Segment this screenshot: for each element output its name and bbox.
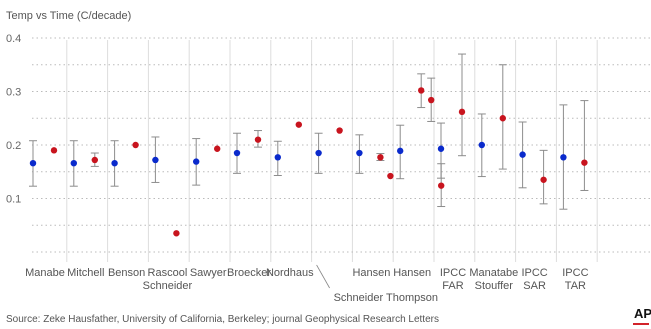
projected-point <box>499 115 506 122</box>
category-label: Stouffer <box>475 280 514 292</box>
projected-point <box>377 154 384 161</box>
observed-point <box>70 159 78 167</box>
observed-point <box>519 151 526 158</box>
projected-point <box>132 141 139 149</box>
projected-point <box>336 127 343 134</box>
y-axis-ticks: 0.4 0.3 0.2 0.1 <box>6 33 21 206</box>
projected-point <box>581 159 588 166</box>
projected-point <box>173 230 180 237</box>
leader-line <box>316 264 330 289</box>
projected-point <box>428 96 435 104</box>
observed-point <box>111 159 118 167</box>
category-label: Hansen <box>393 267 431 279</box>
category-label: FAR <box>442 280 463 292</box>
category-label: IPCC <box>562 267 588 279</box>
observed-point <box>315 149 322 157</box>
category-label: IPCC <box>521 267 547 279</box>
projected-point <box>254 136 262 143</box>
projected-point <box>418 87 425 94</box>
category-label: Benson <box>108 267 145 279</box>
projected-point <box>540 176 547 183</box>
category-label: Manatabe <box>469 267 518 279</box>
projected-point <box>438 182 445 189</box>
observed-point <box>29 159 37 167</box>
y-tick-label: 0.1 <box>6 194 21 206</box>
observed-point <box>193 158 200 165</box>
projected-point <box>458 108 466 116</box>
category-label: Schneider <box>143 280 193 292</box>
projected-point <box>50 147 58 154</box>
observed-point <box>437 145 445 152</box>
category-dividers <box>66 40 598 262</box>
ap-logo: AP <box>634 306 651 321</box>
category-label: SAR <box>523 280 546 292</box>
observed-point <box>356 149 363 157</box>
category-label: Mitchell <box>67 267 104 279</box>
observed-point <box>152 156 159 164</box>
projected-point <box>295 121 302 128</box>
observed-point <box>397 147 404 155</box>
category-label: IPCC <box>440 267 466 279</box>
category-label: Nordhaus <box>266 267 314 279</box>
observed-point <box>478 141 485 149</box>
y-tick-label: 0.3 <box>6 87 21 99</box>
category-labels: Manabe Mitchell Benson RascoolSchneiderSawy… <box>25 264 589 304</box>
category-label: Sawyer <box>190 267 227 279</box>
observed-point <box>560 154 567 161</box>
category-label: Schneider Thompson <box>334 292 438 304</box>
category-label: Manabe <box>25 267 65 279</box>
category-label: Broecker <box>227 267 271 279</box>
projected-point <box>387 172 394 180</box>
data-points <box>29 53 589 237</box>
observed-point <box>233 149 241 157</box>
y-tick-label: 0.4 <box>6 33 21 45</box>
category-label: TAR <box>565 280 586 292</box>
observed-point <box>274 154 281 161</box>
y-tick-label: 0.2 <box>6 140 21 152</box>
source-note: Source: Zeke Hausfather, University of C… <box>6 314 439 325</box>
chart-title: Temp vs Time (C/decade) <box>6 10 131 22</box>
category-label: Hansen <box>352 267 390 279</box>
projected-point <box>214 145 221 152</box>
projected-point <box>91 156 99 164</box>
ap-logo-bar <box>633 323 649 325</box>
category-label: Rascool <box>148 267 188 279</box>
gridlines <box>32 37 651 253</box>
